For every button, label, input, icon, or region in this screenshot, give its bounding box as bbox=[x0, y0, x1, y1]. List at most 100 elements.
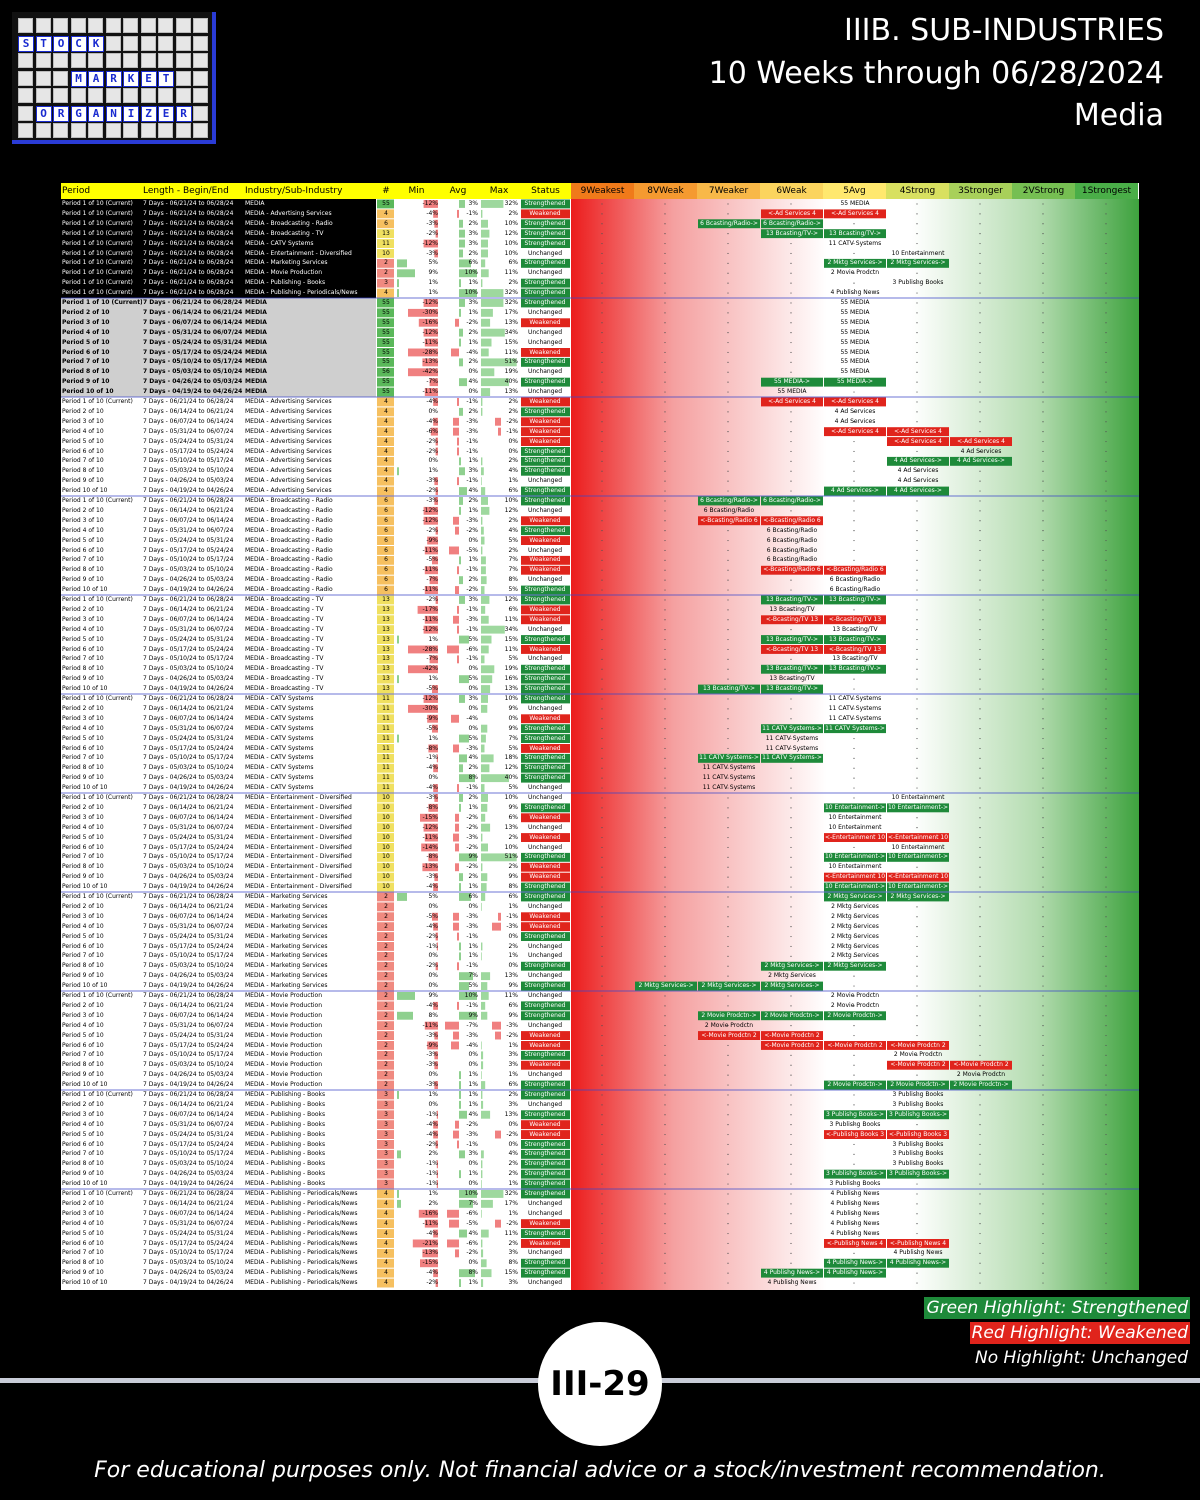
status-cell-bg bbox=[521, 605, 570, 615]
period-cell: Period 10 of 10 bbox=[62, 685, 108, 693]
max-cell: 0% bbox=[508, 1120, 518, 1128]
rank-cell-dot bbox=[727, 381, 729, 383]
rank-cell-dot bbox=[790, 698, 792, 700]
industry-cell: MEDIA - Advertising Services bbox=[245, 437, 332, 445]
length-cell: 7 Days - 05/31/24 to 06/07/24 bbox=[143, 724, 234, 732]
industry-cell: MEDIA - Publishing - Periodicals/News bbox=[245, 1219, 358, 1227]
max-bar bbox=[481, 497, 488, 505]
status-cell: Unchanged bbox=[527, 1071, 563, 1079]
status-cell: Unchanged bbox=[527, 784, 563, 792]
min-bar bbox=[418, 318, 438, 327]
avg-cell: -3% bbox=[466, 427, 478, 435]
rank-cell-dot bbox=[727, 510, 729, 512]
rank-cell-dot bbox=[1105, 242, 1107, 245]
rank-cell-dot bbox=[790, 510, 792, 512]
period-cell: Period 8 of 10 bbox=[62, 665, 104, 673]
max-cell: 10% bbox=[504, 497, 518, 504]
header-rank-bg bbox=[697, 183, 760, 199]
max-bar bbox=[481, 526, 484, 535]
rank-marker: 2 Movie Prodctn-> bbox=[764, 1011, 820, 1019]
rank-cell-dot bbox=[1105, 500, 1107, 502]
period-cell: Period 8 of 10 bbox=[62, 566, 104, 574]
rank-cell-dot bbox=[790, 530, 792, 532]
industry-cell: MEDIA - Marketing Services bbox=[245, 932, 328, 940]
table-row: Period 6 of 10 7 Days - 05/17/24 to 05/24… bbox=[61, 546, 1139, 556]
rank-cell-dot bbox=[1105, 361, 1107, 363]
rank-cell-dot bbox=[1105, 807, 1107, 809]
rank-cell-dot bbox=[1042, 351, 1044, 354]
rank-marker: <-Bcasting/TV 13 bbox=[765, 645, 819, 653]
rank-cell-dot bbox=[979, 688, 981, 690]
avg-cell: 4% bbox=[468, 754, 478, 762]
rank-cell-dot bbox=[601, 431, 603, 433]
count-cell-bg bbox=[377, 407, 394, 417]
industry-cell: MEDIA - Broadcasting - Radio bbox=[245, 506, 333, 514]
status-cell-bg bbox=[521, 407, 570, 417]
status-cell: Strengthened bbox=[524, 279, 566, 287]
rank-cell-dot bbox=[853, 718, 855, 720]
status-cell: Unchanged bbox=[527, 249, 563, 257]
avg-cell: -3% bbox=[466, 1130, 478, 1138]
min-cell: -1% bbox=[426, 754, 438, 762]
count-cell: 3 bbox=[384, 1170, 388, 1178]
rank-marker: <-Movie Prodctn 2 bbox=[890, 1041, 946, 1049]
period-cell: Period 5 of 10 bbox=[62, 932, 104, 940]
industry-cell: MEDIA - Broadcasting - TV bbox=[245, 635, 324, 643]
status-cell-bg bbox=[521, 635, 570, 644]
rank-cell-dot bbox=[853, 678, 855, 680]
rank-cell-dot bbox=[727, 450, 729, 453]
rank-cell-dot bbox=[853, 252, 855, 255]
rank-cell-dot bbox=[916, 500, 918, 502]
rank-cell-dot bbox=[664, 599, 666, 601]
status-cell-bg bbox=[521, 823, 570, 833]
min-cell: -16% bbox=[422, 318, 438, 326]
media-history-bg bbox=[61, 298, 376, 397]
max-bar bbox=[481, 259, 486, 268]
rank-cell-dot bbox=[727, 322, 729, 324]
min-cell: -16% bbox=[422, 1209, 438, 1217]
max-cell: 0% bbox=[508, 437, 518, 445]
period-cell: Period 8 of 10 bbox=[62, 764, 104, 772]
min-bar bbox=[397, 269, 415, 278]
rank-cell-dot bbox=[664, 688, 666, 690]
rank-cell-dot bbox=[1042, 569, 1044, 571]
avg-bar bbox=[459, 506, 461, 515]
status-cell: Strengthened bbox=[524, 497, 566, 504]
rank-cell-dot bbox=[601, 332, 603, 334]
rank-marker: 6 Bcasting/Radio-> bbox=[763, 497, 821, 504]
avg-bar bbox=[453, 744, 459, 753]
table-row: Period 4 of 10 7 Days - 05/31/24 to 06/07… bbox=[61, 823, 1139, 833]
status-cell-bg bbox=[521, 615, 570, 625]
max-bar bbox=[481, 596, 490, 604]
rank-cell-dot bbox=[790, 549, 792, 552]
rank-marker: 11 CATV Systems bbox=[828, 239, 882, 247]
rank-cell-dot bbox=[664, 322, 666, 324]
rank-cell-dot bbox=[790, 203, 792, 205]
rank-cell-dot bbox=[601, 242, 603, 245]
max-cell: 2% bbox=[508, 942, 518, 950]
count-cell: 10 bbox=[382, 873, 390, 881]
rank-cell-dot bbox=[790, 460, 792, 462]
rank-cell-dot bbox=[853, 708, 855, 710]
rank-cell-dot bbox=[664, 233, 666, 235]
max-cell: 2% bbox=[508, 833, 518, 841]
count-cell-bg bbox=[377, 456, 394, 466]
rank-cell-dot bbox=[916, 539, 918, 542]
table-row: Period 2 of 10 7 Days - 06/14/24 to 06/21… bbox=[61, 308, 1139, 318]
length-cell: 7 Days - 05/31/24 to 06/07/24 bbox=[143, 427, 234, 435]
industry-cell: MEDIA - Publishing - Periodicals/News bbox=[245, 1190, 358, 1197]
max-cell: 11% bbox=[504, 645, 518, 653]
col-period: Period bbox=[62, 186, 91, 196]
length-cell: 7 Days - 04/19/24 to 04/26/24 bbox=[143, 883, 234, 891]
length-cell: 7 Days - 05/03/24 to 05/10/24 bbox=[143, 467, 234, 475]
min-cell: -12% bbox=[422, 625, 438, 633]
count-cell: 11 bbox=[382, 704, 390, 712]
length-cell: 7 Days - 05/24/24 to 05/31/24 bbox=[143, 932, 234, 940]
table-row: Period 5 of 10 7 Days - 05/24/24 to 05/31… bbox=[61, 635, 1139, 645]
count-cell-bg bbox=[377, 357, 394, 367]
rank-cell-dot bbox=[790, 609, 792, 611]
status-cell: Strengthened bbox=[524, 724, 566, 732]
table-row: Period 1 of 10 (Current) 7 Days - 06/21/2… bbox=[61, 268, 1139, 278]
rank-marker: 10 Entertainment-> bbox=[824, 883, 886, 891]
